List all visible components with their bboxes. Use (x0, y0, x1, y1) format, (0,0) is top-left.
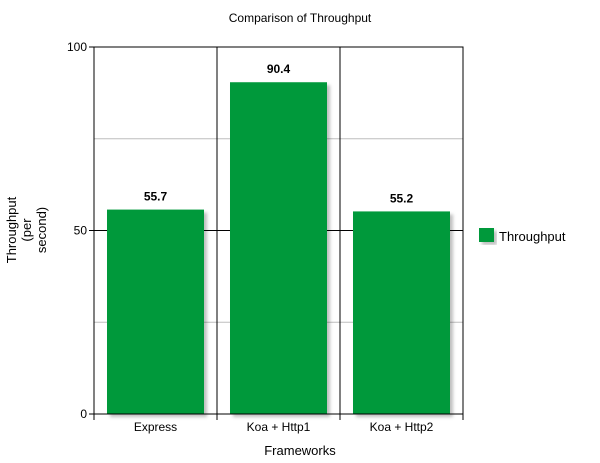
bar-2 (230, 82, 327, 415)
x-tick-label: Koa + Http2 (370, 420, 434, 434)
legend: Throughput (479, 228, 566, 244)
axes: 0 50 100 Express Koa + Http1 Koa + Http2 (67, 40, 464, 434)
x-axis-title: Frameworks (264, 443, 336, 458)
bar-1 (107, 209, 204, 414)
x-tick-label: Koa + Http1 (247, 420, 311, 434)
y-tick-label: 100 (67, 40, 87, 54)
y-axis-title: Throughput(persecond) (4, 196, 49, 263)
bar-3 (353, 211, 450, 414)
legend-swatch (479, 228, 494, 242)
y-axis-title-line: Throughput (4, 196, 19, 263)
bars (107, 82, 450, 415)
y-axis-title-line: (per (19, 218, 34, 242)
y-tick-label: 0 (80, 407, 87, 421)
x-tick-label: Express (134, 420, 177, 434)
legend-label-throughput: Throughput (499, 229, 566, 244)
data-labels: 55.7 90.4 55.2 (144, 62, 414, 205)
y-tick-label: 50 (74, 224, 88, 238)
data-label-3: 55.2 (390, 191, 414, 205)
y-axis-title-line: second) (34, 207, 49, 253)
data-label-2: 90.4 (267, 62, 291, 76)
chart-title: Comparison of Throughput (229, 11, 372, 25)
data-label-1: 55.7 (144, 190, 168, 204)
